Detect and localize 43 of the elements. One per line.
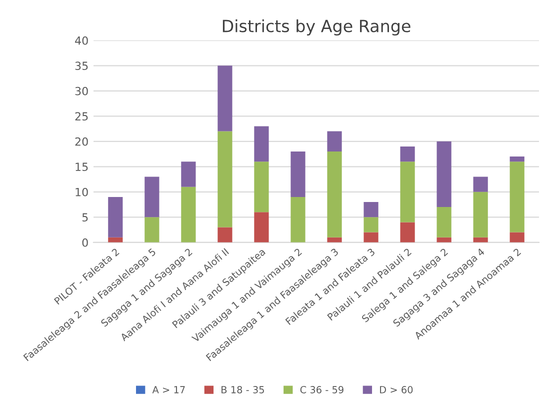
legend-label: D > 60 [380, 386, 413, 394]
y-tick-label: 10 [76, 188, 88, 196]
y-tick-label: 5 [82, 213, 88, 222]
y-tick-label: 30 [75, 86, 88, 96]
bar [181, 162, 196, 187]
y-tick-label: 20 [75, 137, 88, 146]
bar [181, 186, 196, 242]
y-tick-label: 15 [76, 162, 88, 172]
bar [510, 156, 524, 162]
bar [144, 176, 160, 218]
y-tick-label: 0 [82, 238, 88, 247]
bar [473, 176, 488, 192]
bar [254, 126, 269, 162]
y-tick-label: 40 [75, 36, 88, 45]
bar [327, 152, 342, 238]
bar [400, 146, 415, 162]
bar [254, 212, 269, 242]
bar [144, 217, 160, 242]
bar [400, 162, 415, 222]
bar [436, 207, 452, 238]
legend-label: C 36 - 59 [300, 386, 344, 394]
bar [218, 66, 232, 132]
y-tick-label: 25 [75, 112, 88, 121]
bar [510, 162, 524, 232]
legend-label: B 18 - 35 [222, 386, 264, 394]
bar [364, 202, 378, 218]
bar [290, 196, 306, 242]
bar [218, 227, 232, 242]
bar [400, 222, 415, 242]
bar [254, 162, 269, 212]
legend-label: A > 17 [152, 386, 185, 394]
bar [364, 232, 378, 242]
bar [108, 196, 123, 238]
bar [473, 192, 488, 238]
bar [510, 232, 524, 242]
bar [364, 217, 378, 232]
bar [218, 131, 232, 228]
bar [436, 141, 452, 208]
y-tick-label: 35 [75, 62, 88, 70]
chart-title: Districts by Age Range [222, 19, 410, 36]
bar [290, 152, 306, 197]
bar [327, 131, 342, 152]
bar [327, 237, 342, 242]
